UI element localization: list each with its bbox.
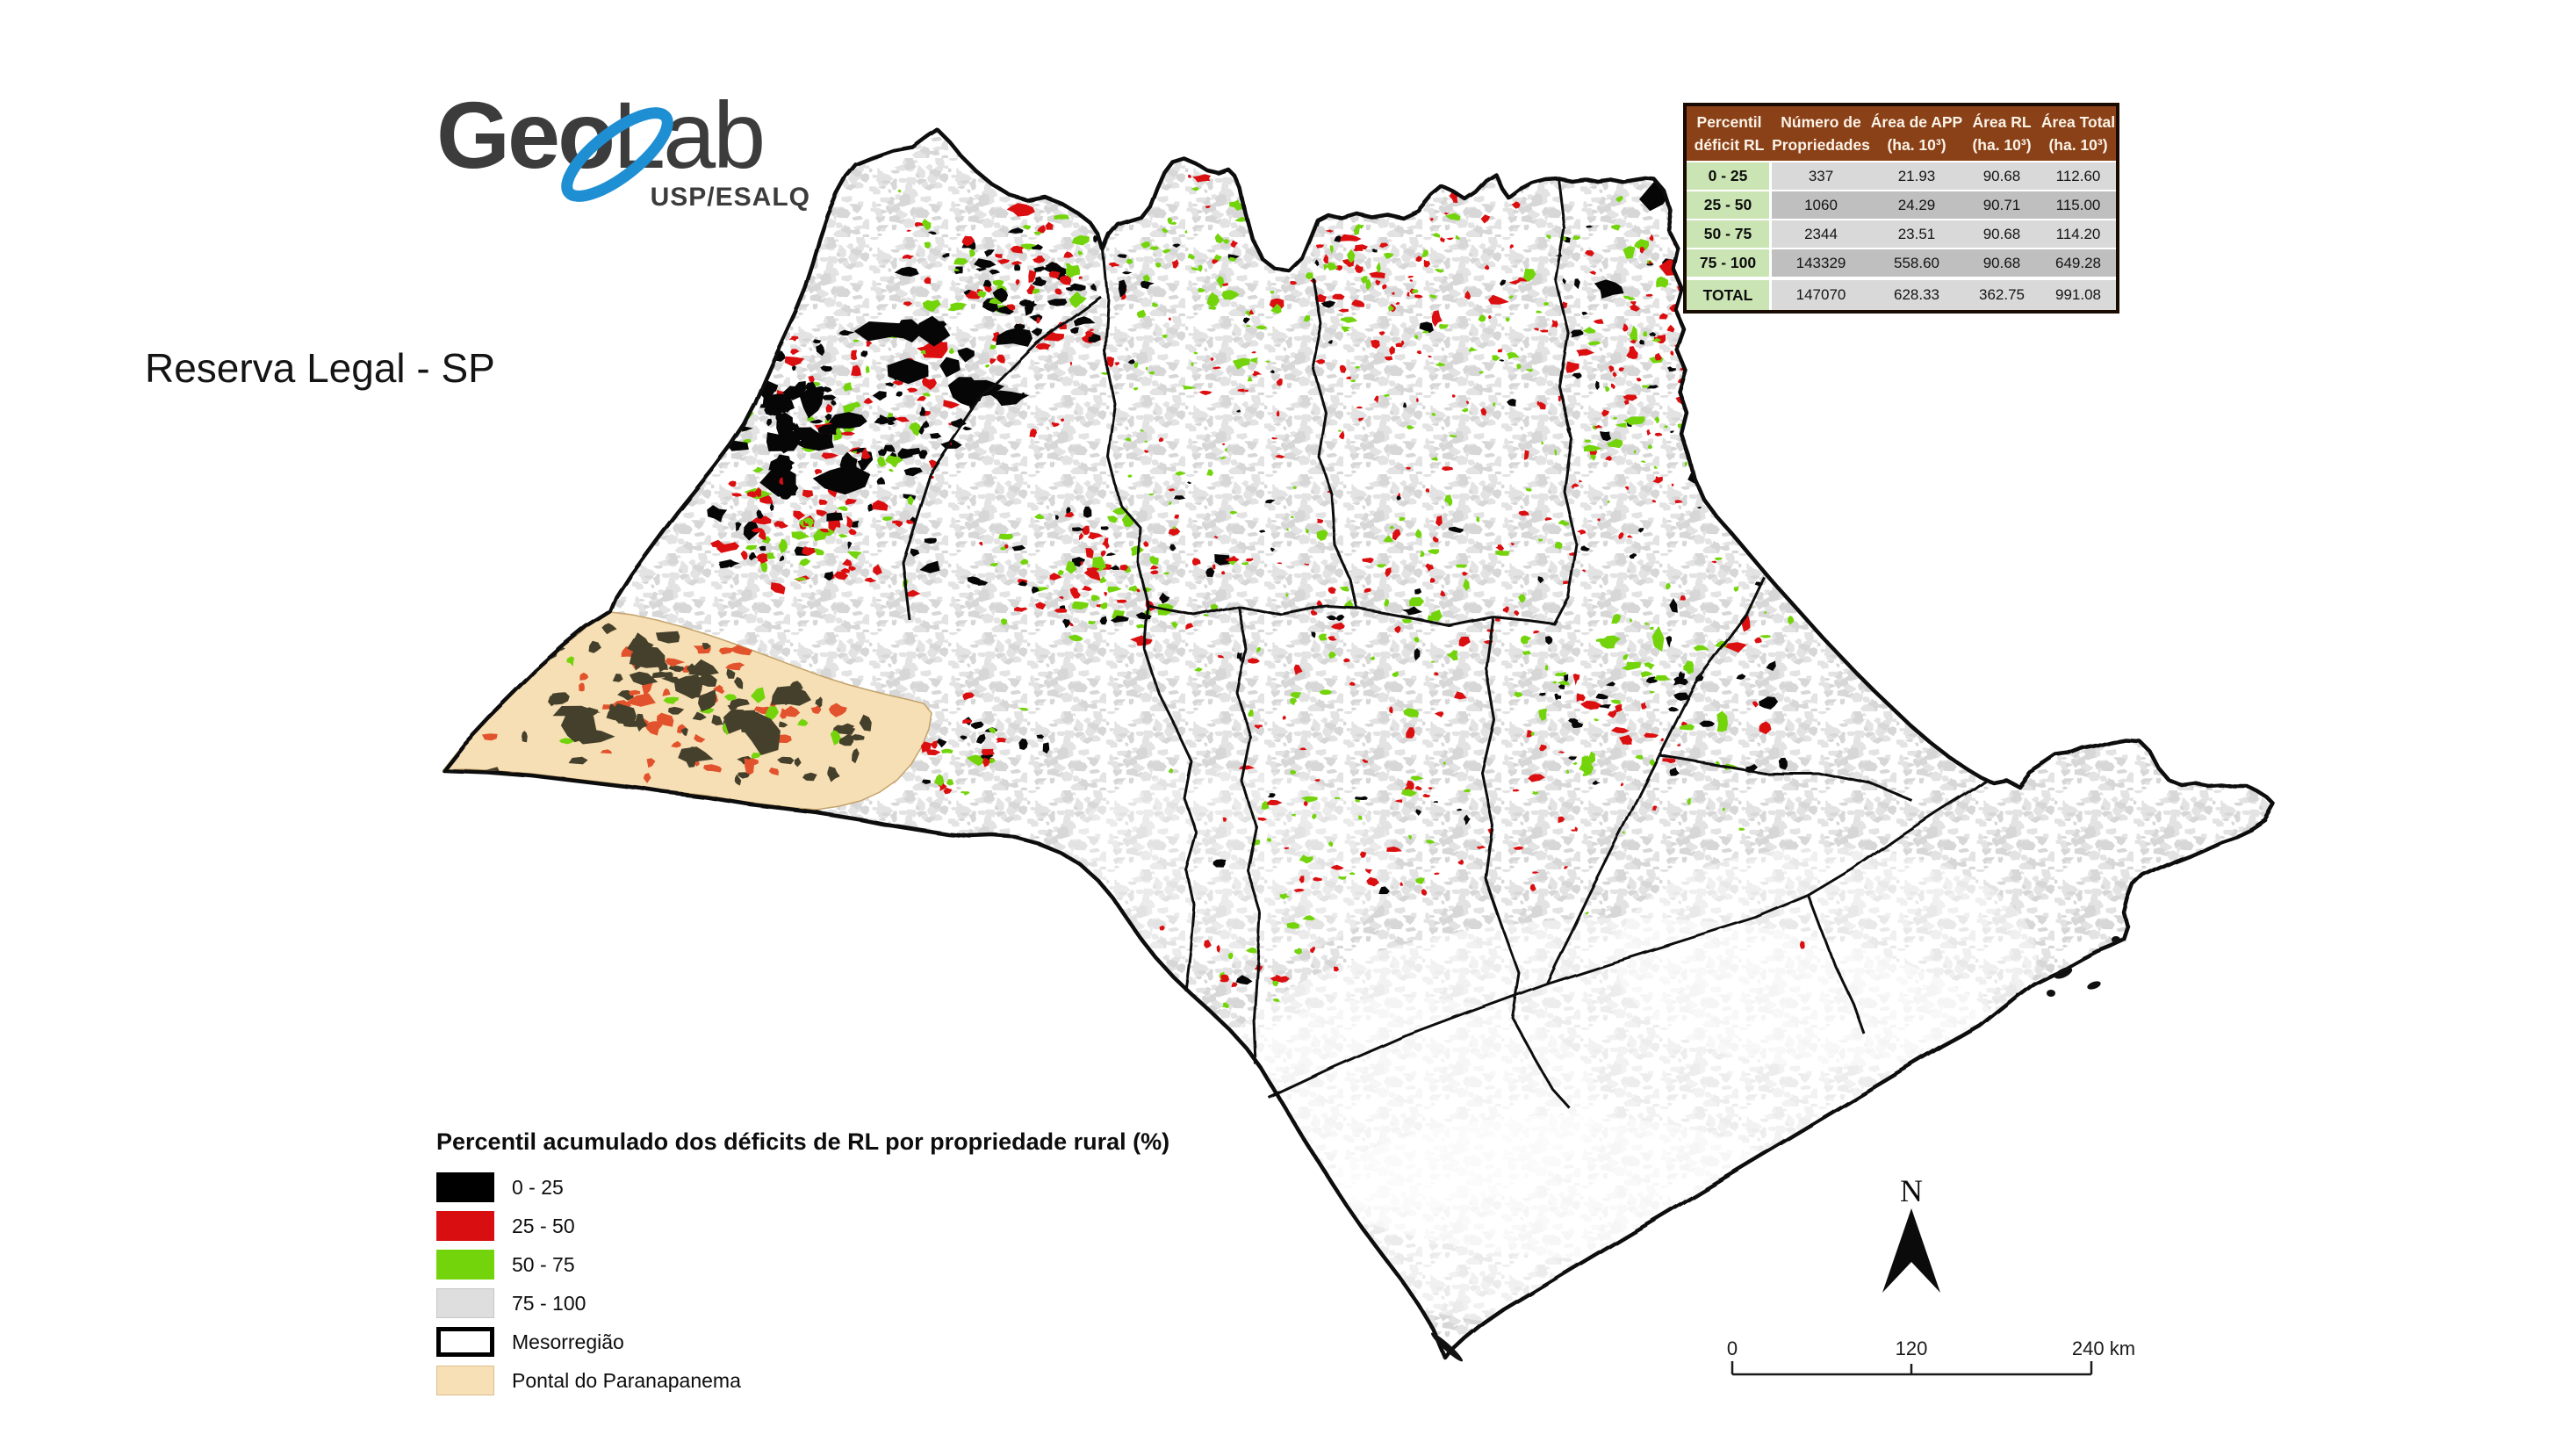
table-row-label: 75 - 100: [1687, 249, 1772, 277]
table-row-label: 0 - 25: [1687, 162, 1772, 190]
legend-item: Pontal do Paranapanema: [436, 1361, 1169, 1400]
table-header-line2: (ha. 10³): [2048, 136, 2108, 154]
legend-swatch-icon: [436, 1288, 494, 1318]
scale-label-240km: 240 km: [2072, 1337, 2135, 1359]
table-value-cell: 143329: [1772, 249, 1870, 277]
table-row-label: 50 - 75: [1687, 220, 1772, 248]
deficit-summary-table: Percentil déficit RL Número de Propriedades…: [1683, 103, 2119, 314]
legend-swatch-icon: [436, 1366, 494, 1395]
legend-swatch-icon: [436, 1172, 494, 1202]
table-header-line1: Número de: [1781, 112, 1861, 131]
table-row-label: 25 - 50: [1687, 191, 1772, 219]
legend-item-label: Mesorregião: [512, 1330, 624, 1353]
legend-item-label: Pontal do Paranapanema: [512, 1368, 741, 1392]
table-header-cell: Percentil déficit RL: [1687, 106, 1772, 161]
table-header-cell: Área de APP (ha. 10³): [1870, 106, 1963, 161]
table-total-value: 628.33: [1870, 280, 1963, 310]
legend-title: Percentil acumulado dos déficits de RL p…: [436, 1128, 1170, 1155]
state-outline: [441, 127, 2277, 1361]
legend-item-label: 50 - 75: [512, 1252, 575, 1276]
legend-swatch-icon: [436, 1250, 494, 1280]
map-legend: Percentil acumulado dos déficits de RL p…: [436, 1128, 1169, 1400]
legend-item: 50 - 75: [436, 1245, 1169, 1284]
north-arrow: N: [1882, 1173, 1940, 1293]
table-total-value: 362.75: [1963, 280, 2040, 310]
legend-item: 25 - 50: [436, 1207, 1169, 1245]
table-header-line2: Propriedades: [1772, 136, 1870, 154]
scale-label-120: 120: [1896, 1337, 1928, 1359]
table-value-cell: 2344: [1772, 220, 1870, 248]
scale-label-0: 0: [1727, 1337, 1738, 1359]
north-arrow-icon: [1882, 1208, 1940, 1293]
legend-item: Mesorregião: [436, 1323, 1169, 1361]
table-header-line2: déficit RL: [1694, 136, 1765, 154]
table-value-cell: 1060: [1772, 191, 1870, 219]
coastal-islands: [1430, 936, 2120, 1362]
logo-text-lab: Lab: [613, 82, 766, 188]
table-value-cell: 90.71: [1963, 191, 2040, 219]
page-title: Reserva Legal - SP: [145, 345, 495, 391]
table-value-cell: 90.68: [1963, 162, 2040, 190]
table-value-cell: 21.93: [1870, 162, 1963, 190]
table-header-line1: Área RL: [1972, 112, 2032, 131]
logo-text-geo: Geo: [436, 82, 615, 188]
table-header-cell: Área Total (ha. 10³): [2040, 106, 2116, 161]
scale-bar: [1731, 1361, 2093, 1376]
legend-item: 75 - 100: [436, 1284, 1169, 1323]
table-value-cell: 558.60: [1870, 249, 1963, 277]
table-header-line1: Área de APP: [1870, 112, 1963, 131]
table-header-cell: Número de Propriedades: [1772, 106, 1870, 161]
table-total-value: 991.08: [2040, 280, 2116, 310]
logo-wordmark: GeoLab: [436, 88, 819, 202]
geolab-logo: GeoLab USP/ESALQ: [436, 88, 819, 213]
table-value-cell: 337: [1772, 162, 1870, 190]
legend-swatch-icon: [436, 1327, 494, 1357]
table-value-cell: 649.28: [2040, 249, 2116, 277]
table-value-cell: 23.51: [1870, 220, 1963, 248]
legend-item-label: 25 - 50: [512, 1214, 575, 1237]
table-header-line2: (ha. 10³): [1972, 136, 2032, 154]
legend-item: 0 - 25: [436, 1168, 1169, 1207]
table-header-line1: Percentil: [1696, 112, 1762, 131]
legend-items: 0 - 25 25 - 50 50 - 75 75 - 100 Mesorregião P…: [436, 1168, 1169, 1400]
legend-swatch-icon: [436, 1211, 494, 1241]
legend-item-label: 0 - 25: [512, 1175, 564, 1199]
mesoregion-boundaries: [901, 177, 1987, 1110]
table-value-cell: 112.60: [2040, 162, 2116, 190]
logo-subtitle: USP/ESALQ: [650, 183, 810, 212]
table-header-cell: Área RL (ha. 10³): [1963, 106, 2040, 161]
legend-item-label: 75 - 100: [512, 1291, 586, 1315]
table-total-label: TOTAL: [1687, 280, 1772, 310]
north-label: N: [1900, 1173, 1923, 1208]
table-value-cell: 24.29: [1870, 191, 1963, 219]
table-value-cell: 90.68: [1963, 249, 2040, 277]
table-value-cell: 115.00: [2040, 191, 2116, 219]
table-value-cell: 90.68: [1963, 220, 2040, 248]
table-header-line2: (ha. 10³): [1887, 136, 1946, 154]
table-header-line1: Área Total: [2040, 112, 2116, 131]
table-value-cell: 114.20: [2040, 220, 2116, 248]
table-total-value: 147070: [1772, 280, 1870, 310]
